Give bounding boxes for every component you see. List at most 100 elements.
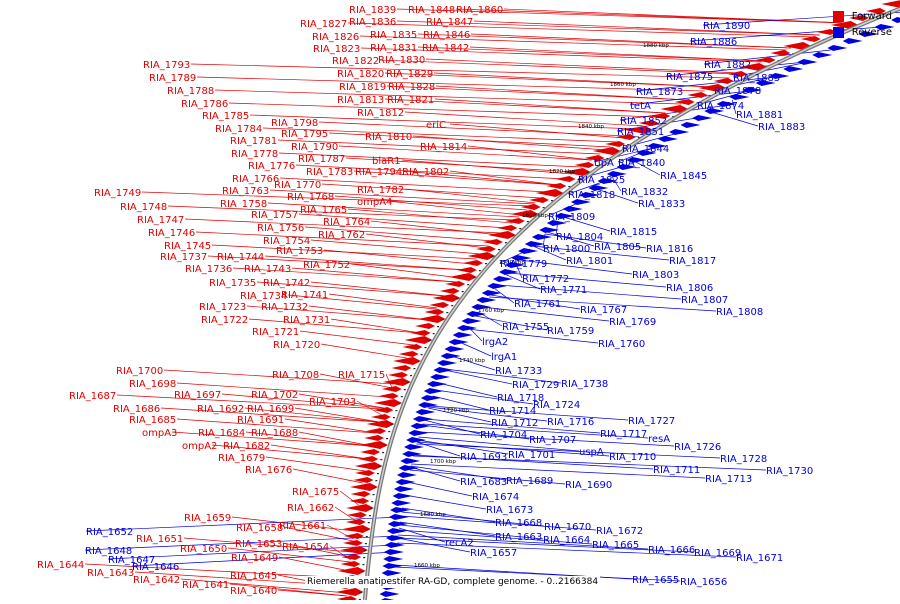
reverse-gene-arrow [812,52,833,58]
reverse-gene-label: lrgA1 [491,352,517,363]
forward-gene-arrow [364,435,385,441]
scale-tick-label: 1660 kbp [414,563,440,569]
reverse-gene-label: RIA_1882 [704,60,751,71]
feature-dot [365,536,368,538]
reverse-gene-arrow [511,255,532,261]
forward-gene-label: RIA_1662 [287,503,334,514]
forward-gene-arrow [404,336,433,344]
reverse-gene-arrow [616,164,637,170]
reverse-gene-arrow [729,94,750,100]
reverse-leader-line [617,147,654,163]
forward-leader-line [214,89,682,105]
forward-gene-label: RIA_1823 [313,44,360,55]
forward-gene-label: RIA_1783 [306,167,353,178]
reverse-gene-arrow [657,136,678,142]
reverse-gene-label: RIA_1844 [622,144,669,155]
reverse-gene-arrow [383,556,404,562]
forward-leader-line [470,33,792,49]
reverse-leader-line [532,245,567,261]
forward-gene-arrow [605,141,626,147]
forward-leader-line [183,537,352,553]
feature-dot [371,501,374,503]
forward-leader-line [319,373,393,389]
reverse-gene-label: RIA_1832 [621,187,668,198]
forward-gene-label: RIA_1658 [236,523,283,534]
reverse-leader-line [410,466,461,482]
reverse-gene-label: RIA_1673 [486,505,533,516]
forward-gene-label: RIA_1661 [279,521,326,532]
feature-dot [441,319,444,321]
forward-gene-arrow [417,315,446,323]
feature-dot [392,417,395,419]
feature-dot [366,529,369,531]
legend-forward: Forward [832,8,892,24]
forward-gene-arrow [388,372,409,378]
reverse-gene-label: RIA_1804 [556,232,603,243]
strand-legend: Forward Reverse [832,8,892,40]
forward-leader-line [359,35,787,51]
forward-leader-line [295,164,566,180]
reverse-leader-line [416,441,610,457]
forward-leader-line [417,46,764,62]
reverse-leader-line [422,424,530,440]
reverse-leader-line [459,341,492,357]
forward-leader-line [265,456,366,472]
reverse-leader-line [619,105,722,121]
forward-leader-line [244,407,380,423]
reverse-gene-arrow [433,367,454,373]
forward-gene-label: RIA_1820 [337,69,384,80]
forward-gene-arrow [755,57,776,63]
forward-gene-label: RIA_1737 [160,252,207,263]
scale-tick-label: 1680 kbp [420,512,446,518]
forward-gene-arrow [381,386,402,392]
feature-dot [568,186,571,188]
forward-leader-line [365,233,488,249]
reverse-gene-arrow [436,360,457,366]
forward-gene-label: RIA_1721 [252,327,299,338]
reverse-leader-line [419,431,675,447]
forward-leader-line [338,145,592,161]
reverse-gene-label: RIA_1874 [697,101,744,112]
forward-gene-arrow [360,449,381,455]
reverse-gene-label: tlpA [594,158,614,169]
forward-gene-label: RIA_1813 [337,95,384,106]
feature-dot [596,165,599,167]
forward-gene-arrow [650,113,671,119]
forward-leader-line [318,121,628,137]
reverse-gene-label: RIA_1825 [578,175,625,186]
reverse-leader-line [616,116,703,132]
reverse-gene-label: uspA [579,447,604,458]
forward-gene-label: RIA_1765 [300,205,347,216]
forward-leader-line [384,72,713,88]
gene-features [335,0,900,604]
forward-gene-label: RIA_1860 [456,5,503,16]
reverse-leader-line [416,441,461,457]
reverse-swatch [832,26,844,38]
forward-gene-arrow [424,309,445,315]
forward-gene-arrow [354,462,383,470]
forward-gene-label: RIA_1699 [247,404,294,415]
forward-gene-label: RIA_1747 [137,215,184,226]
reverse-gene-arrow [381,570,402,576]
forward-leader-line [195,231,489,247]
reverse-gene-label: RIA_1690 [565,480,612,491]
forward-gene-label: ompA2 [182,441,217,452]
reverse-leader-line [401,511,545,527]
feature-dot [577,179,580,181]
forward-gene-arrow [353,477,374,483]
reverse-leader-line [424,418,601,434]
reverse-leader-line [633,160,661,176]
reverse-gene-label: RIA_1759 [547,326,594,337]
reverse-gene-label: RIA_1878 [714,86,761,97]
scale-tick-label: 1760 kbp [478,308,504,314]
reverse-gene-label: RIA_1873 [636,87,683,98]
forward-gene-arrow [345,519,366,525]
forward-gene-label: ompA4 [357,197,392,208]
reverse-leader-line [85,516,401,532]
forward-gene-label: RIA_1734 [240,291,287,302]
forward-leader-line [232,267,457,283]
forward-gene-arrow [463,260,484,266]
forward-leader-line [379,59,738,75]
forward-leader-line [404,111,644,127]
